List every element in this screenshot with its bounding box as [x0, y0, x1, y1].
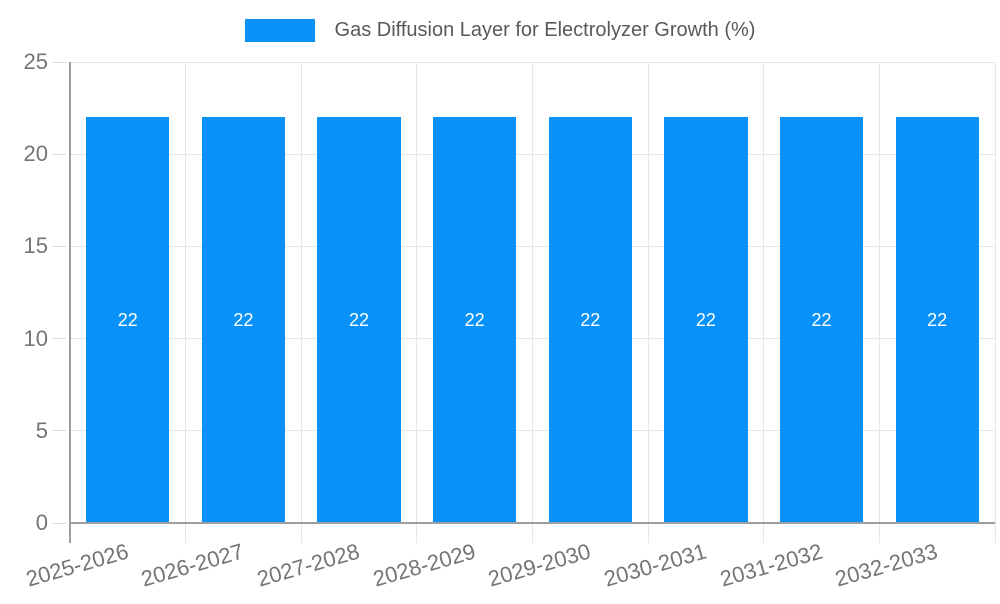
- y-tick-mark: [52, 153, 66, 155]
- bar-value-label: 22: [349, 310, 370, 331]
- gridline-v: [416, 62, 418, 523]
- gridline-v: [300, 62, 302, 523]
- bar[interactable]: [895, 117, 979, 523]
- y-tick-label: 25: [23, 49, 48, 74]
- gridline-v: [763, 62, 765, 523]
- x-tick-mark: [416, 523, 418, 543]
- bar[interactable]: [433, 117, 517, 523]
- bar[interactable]: [664, 117, 748, 523]
- bar-value-label: 22: [695, 310, 716, 331]
- y-tick-mark: [52, 245, 66, 247]
- bar[interactable]: [201, 117, 286, 523]
- bar[interactable]: [548, 117, 632, 523]
- bar-value-label: 22: [927, 310, 948, 331]
- gridline-v: [185, 62, 187, 523]
- bar-value-label: 22: [117, 310, 138, 331]
- x-tick-mark: [185, 523, 187, 543]
- bar[interactable]: [317, 117, 401, 523]
- x-tick-mark: [300, 523, 302, 543]
- bar[interactable]: [86, 117, 170, 523]
- x-tick-mark: [532, 523, 533, 543]
- legend-swatch: [244, 18, 315, 42]
- gridline-v: [647, 62, 649, 523]
- y-tick-mark: [52, 61, 66, 63]
- gridline-v: [878, 62, 880, 523]
- y-tick-label: 5: [35, 417, 48, 443]
- plot-area: 0 5 10 15 20 25 22 2025-2026 22 2026-2027 22 2027-2…: [23, 51, 996, 592]
- y-tick-label: 0: [35, 510, 48, 535]
- x-axis-line: [70, 522, 995, 524]
- x-tick-mark: [994, 523, 996, 543]
- bar[interactable]: [779, 117, 864, 523]
- bar-value-label: 22: [580, 310, 601, 331]
- legend: Gas Diffusion Layer for Electrolyzer Gro…: [0, 12, 1000, 48]
- y-axis-line: [69, 62, 71, 543]
- x-tick-mark: [878, 523, 880, 543]
- y-tick-mark: [52, 430, 66, 432]
- legend-label: Gas Diffusion Layer for Electrolyzer Gro…: [334, 18, 756, 41]
- gridline-v: [994, 62, 996, 523]
- bar-value-label: 22: [811, 310, 832, 331]
- y-tick-label: 15: [23, 233, 48, 259]
- y-tick-label: 10: [23, 325, 48, 351]
- bar-value-label: 22: [464, 310, 485, 331]
- y-tick-mark: [52, 522, 66, 524]
- x-tick-mark: [763, 523, 765, 543]
- gridline-v: [532, 62, 533, 523]
- bar-value-label: 22: [233, 310, 254, 331]
- y-tick-label: 20: [23, 141, 48, 167]
- x-tick-mark: [647, 523, 649, 543]
- y-tick-mark: [52, 338, 66, 340]
